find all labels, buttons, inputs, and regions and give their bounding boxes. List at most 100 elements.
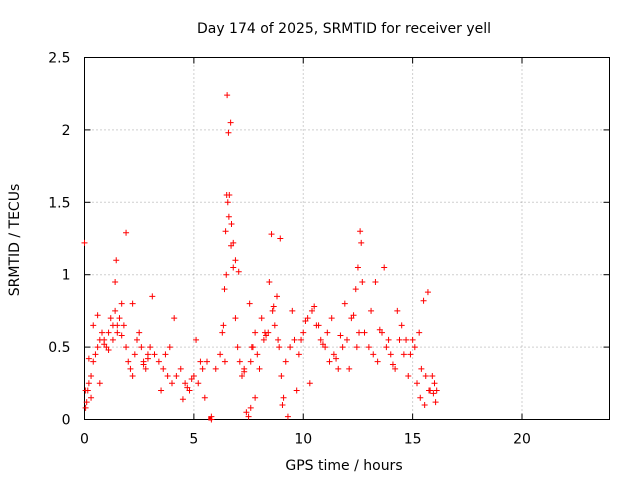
data-point — [123, 229, 130, 236]
data-point — [222, 228, 229, 235]
data-point — [160, 365, 167, 372]
data-point — [112, 307, 119, 314]
data-point — [430, 390, 437, 397]
data-point — [220, 322, 227, 329]
data-point — [101, 341, 108, 348]
data-point — [248, 344, 255, 351]
data-point — [247, 358, 254, 365]
data-point — [416, 329, 423, 336]
data-point — [224, 92, 231, 99]
data-point — [420, 297, 427, 304]
data-point — [226, 192, 233, 199]
data-point — [392, 365, 399, 372]
points-layer — [81, 92, 440, 423]
data-point — [254, 351, 261, 358]
data-point — [201, 394, 208, 401]
data-point — [275, 336, 282, 343]
data-point — [129, 300, 136, 307]
data-point — [105, 346, 112, 353]
data-point — [306, 380, 313, 387]
data-point — [300, 329, 307, 336]
data-point — [335, 365, 342, 372]
data-point — [234, 344, 241, 351]
data-point — [421, 402, 428, 409]
data-point — [359, 278, 366, 285]
data-point — [243, 409, 250, 416]
data-point — [131, 351, 138, 358]
data-point — [155, 358, 162, 365]
data-point — [284, 413, 291, 420]
data-point — [270, 303, 277, 310]
y-tick-label: 1 — [62, 268, 71, 284]
plot-frame — [84, 57, 610, 420]
data-point — [293, 387, 300, 394]
data-point — [85, 380, 92, 387]
data-point — [418, 365, 425, 372]
data-point — [228, 221, 235, 228]
data-point — [309, 307, 315, 314]
data-point — [127, 365, 134, 372]
data-point — [424, 289, 431, 296]
data-point — [389, 361, 396, 368]
data-point — [330, 351, 337, 358]
data-point — [120, 322, 127, 329]
data-point — [252, 329, 259, 336]
x-tick-label: 5 — [189, 432, 198, 448]
data-point — [197, 358, 204, 365]
data-point — [188, 375, 195, 382]
data-point — [83, 399, 90, 406]
data-point — [344, 336, 350, 343]
data-point — [182, 380, 189, 387]
data-point — [219, 329, 226, 336]
data-point — [177, 365, 184, 372]
data-point — [365, 344, 372, 351]
data-point — [151, 351, 158, 358]
data-point — [398, 322, 405, 329]
data-point — [328, 315, 335, 322]
data-point — [142, 365, 149, 372]
data-point — [394, 307, 401, 314]
data-point — [298, 336, 305, 343]
data-point — [289, 307, 296, 314]
data-point — [88, 394, 95, 401]
y-tick-label: 0.5 — [48, 340, 70, 356]
data-point — [315, 322, 322, 329]
data-point — [118, 300, 125, 307]
data-point — [385, 336, 392, 343]
data-point — [90, 358, 97, 365]
data-point — [357, 228, 364, 235]
data-point — [179, 396, 186, 403]
data-point — [232, 315, 239, 322]
data-point — [368, 307, 375, 314]
data-point — [90, 322, 97, 329]
data-point — [266, 278, 273, 285]
x-axis-label: GPS time / hours — [285, 458, 402, 474]
data-point — [337, 332, 344, 339]
data-point — [114, 329, 121, 336]
data-point — [374, 358, 381, 365]
data-point — [350, 312, 357, 319]
data-point — [236, 358, 243, 365]
data-point — [113, 257, 120, 264]
data-point — [92, 351, 99, 358]
data-point — [405, 373, 412, 380]
data-point — [269, 307, 276, 314]
data-point — [339, 344, 346, 351]
data-point — [361, 329, 368, 336]
data-point — [263, 332, 270, 339]
data-point — [311, 303, 318, 310]
data-point — [295, 351, 302, 358]
data-point — [225, 213, 232, 220]
data-point — [268, 231, 275, 238]
data-point — [232, 257, 239, 264]
data-point — [107, 315, 114, 322]
data-point — [353, 344, 360, 351]
data-point — [162, 351, 169, 358]
data-point — [88, 373, 95, 380]
x-tick-label: 20 — [513, 432, 531, 448]
data-point — [221, 358, 228, 365]
data-point — [112, 278, 119, 285]
data-point — [352, 286, 359, 293]
data-point — [319, 341, 326, 348]
